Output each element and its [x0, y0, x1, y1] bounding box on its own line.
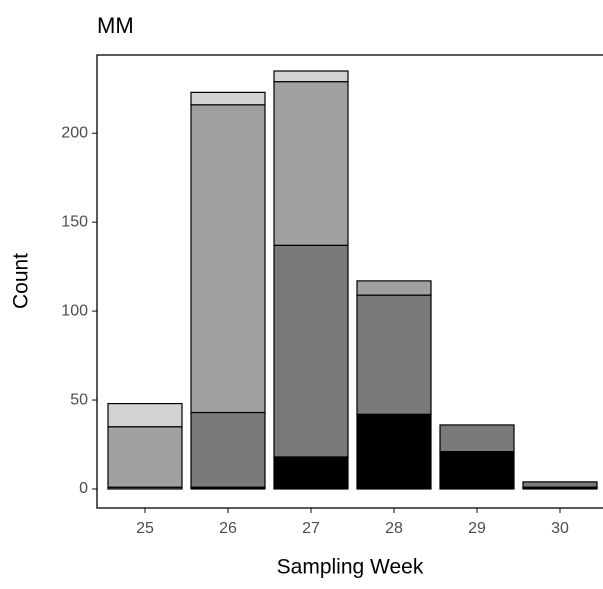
y-tick-label: 0 — [79, 480, 88, 497]
bar-segment — [273, 70, 349, 83]
y-tick-label: 150 — [61, 213, 88, 230]
x-tick-label: 26 — [219, 520, 237, 537]
bar-segment — [107, 426, 183, 488]
x-tick-label: 25 — [136, 520, 154, 537]
x-tick-label: 27 — [302, 520, 320, 537]
y-tick-label: 50 — [70, 391, 88, 408]
x-tick-label: 30 — [551, 520, 569, 537]
x-axis-title: Sampling Week — [277, 556, 424, 579]
bar-segment — [273, 456, 349, 490]
y-tick-label: 100 — [61, 302, 88, 319]
bar-segment — [190, 91, 266, 106]
bar-segment — [273, 244, 349, 458]
bar-segment — [356, 280, 432, 296]
chart-title: MM — [97, 13, 134, 38]
bar-segment — [356, 294, 432, 415]
bar-segment — [190, 104, 266, 414]
bar-segment — [356, 413, 432, 490]
y-axis-title: Count — [10, 253, 33, 309]
bar-segment — [107, 402, 183, 428]
bar-segment — [190, 411, 266, 488]
bar-segment — [439, 424, 515, 453]
bar-segment — [522, 481, 598, 488]
x-tick-label: 28 — [385, 520, 403, 537]
y-tick-label: 200 — [61, 124, 88, 141]
bar-segment — [439, 451, 515, 490]
bar-segment — [273, 81, 349, 246]
x-tick-label: 29 — [468, 520, 486, 537]
plot-border — [96, 54, 603, 509]
